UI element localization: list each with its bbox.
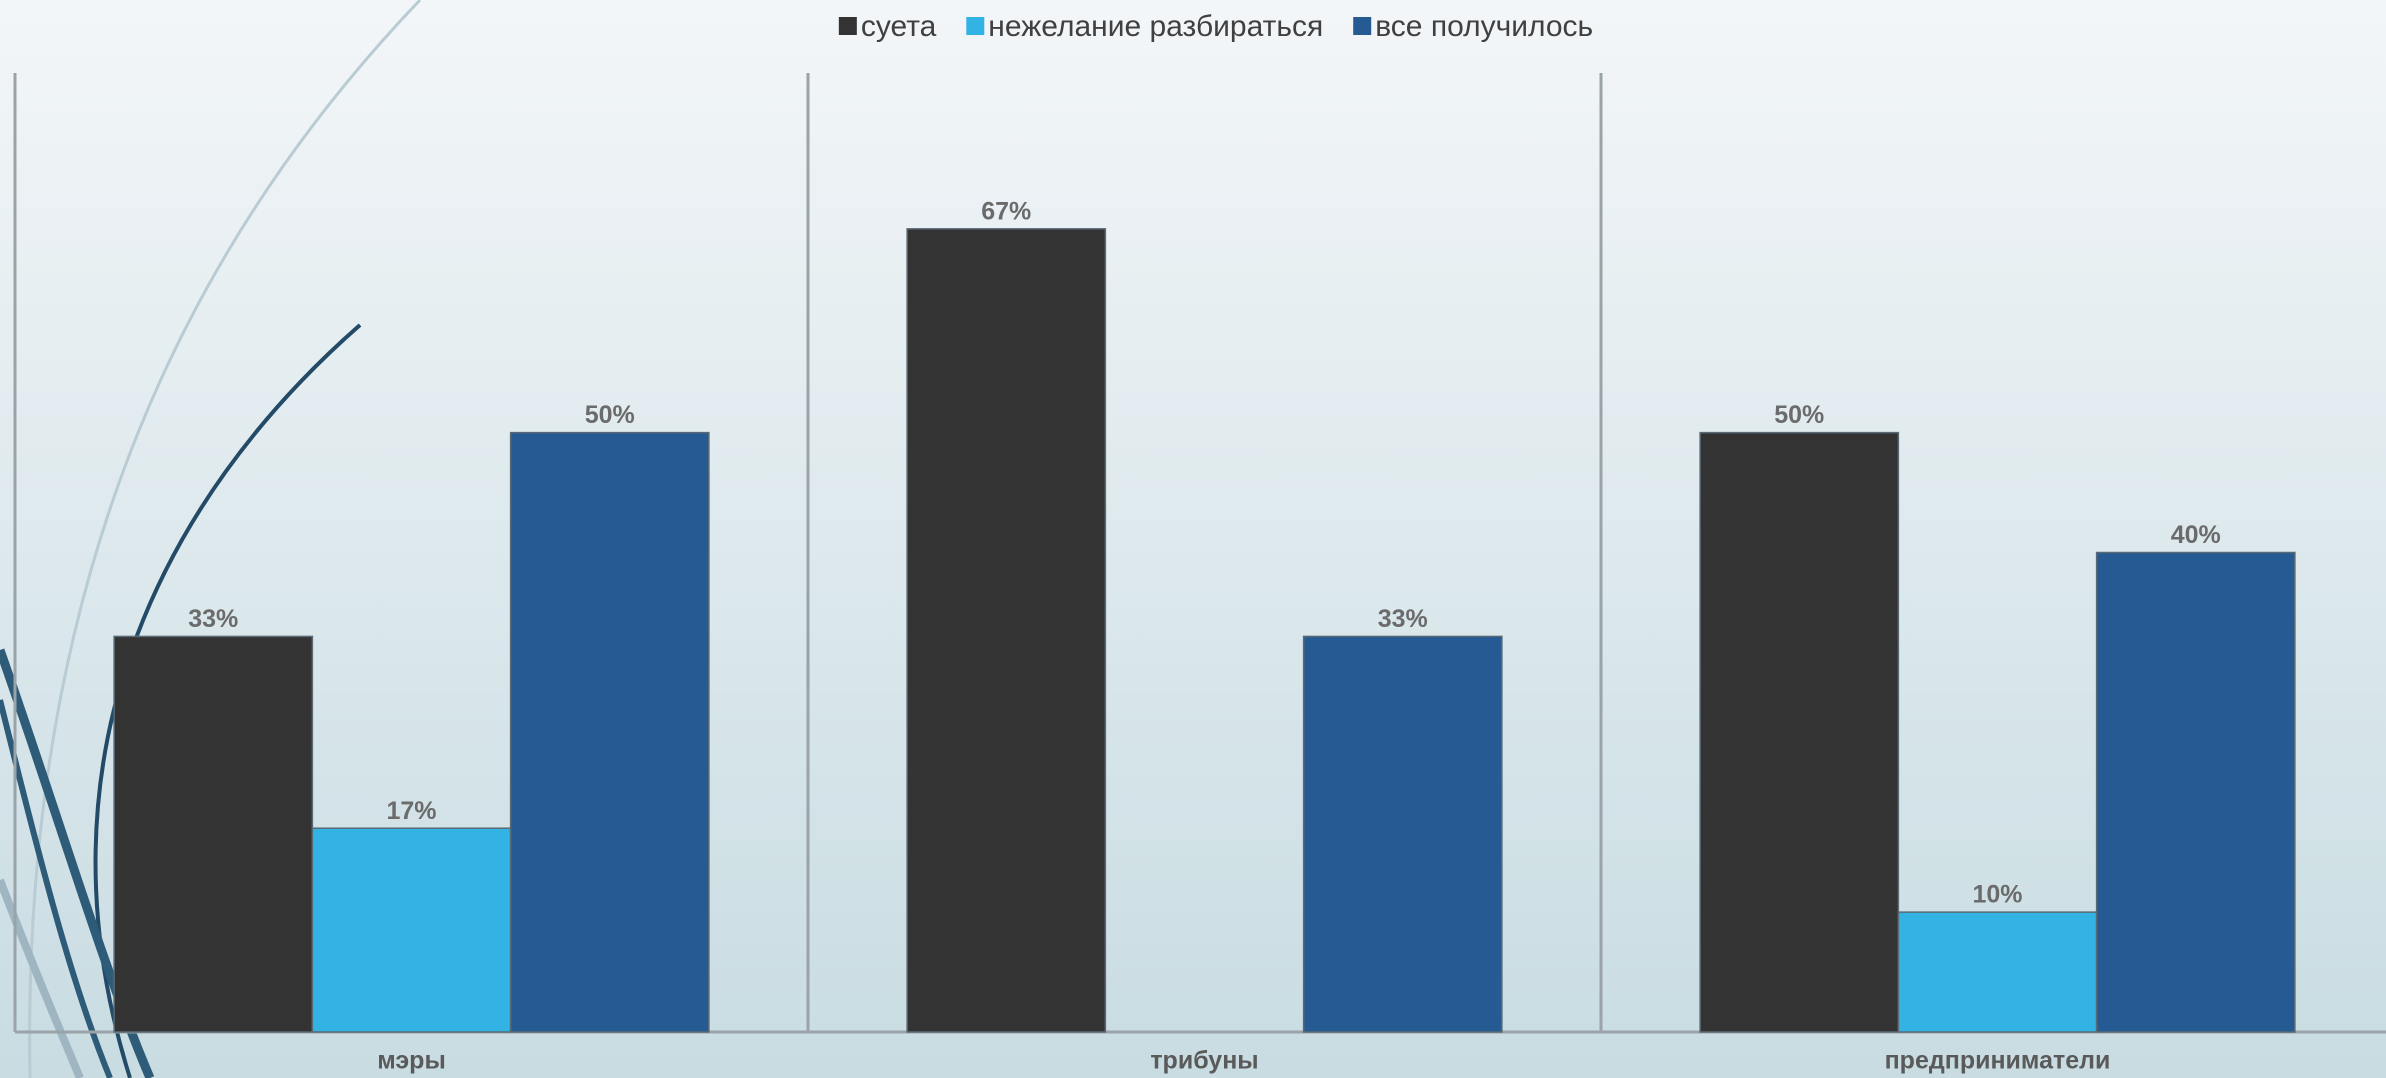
plot-area: мэры 33% 17% 50% трибуны 67% 33% предпринимател… [13, 10, 2386, 1075]
legend-swatch [1353, 17, 1372, 35]
bar [509, 431, 710, 1033]
bar [113, 635, 314, 1033]
x-tick-label: мэры [377, 1047, 446, 1075]
x-tick-label: предприниматели [1885, 1047, 2111, 1075]
bar [906, 228, 1107, 1033]
bar [1897, 911, 2098, 1033]
legend: суета нежелание разбираться все получилось [838, 10, 1593, 43]
value-label: 40% [2171, 521, 2221, 549]
bar [1699, 431, 1900, 1033]
value-label: 17% [386, 797, 436, 825]
legend-swatch [966, 17, 985, 35]
value-label: 50% [585, 401, 635, 429]
x-tick-label: трибуны [1150, 1047, 1258, 1075]
bar [1302, 635, 1503, 1033]
legend-label: суета [861, 10, 937, 43]
value-label: 67% [981, 197, 1031, 225]
legend-swatch [838, 17, 857, 35]
value-label: 50% [1774, 401, 1824, 429]
value-label: 33% [188, 605, 238, 633]
legend-label: нежелание разбираться [988, 10, 1323, 43]
value-label: 33% [1378, 605, 1428, 633]
legend-label: все получилось [1375, 10, 1593, 43]
value-label: 10% [1972, 881, 2022, 909]
bar [311, 827, 512, 1033]
bar [2095, 551, 2296, 1033]
